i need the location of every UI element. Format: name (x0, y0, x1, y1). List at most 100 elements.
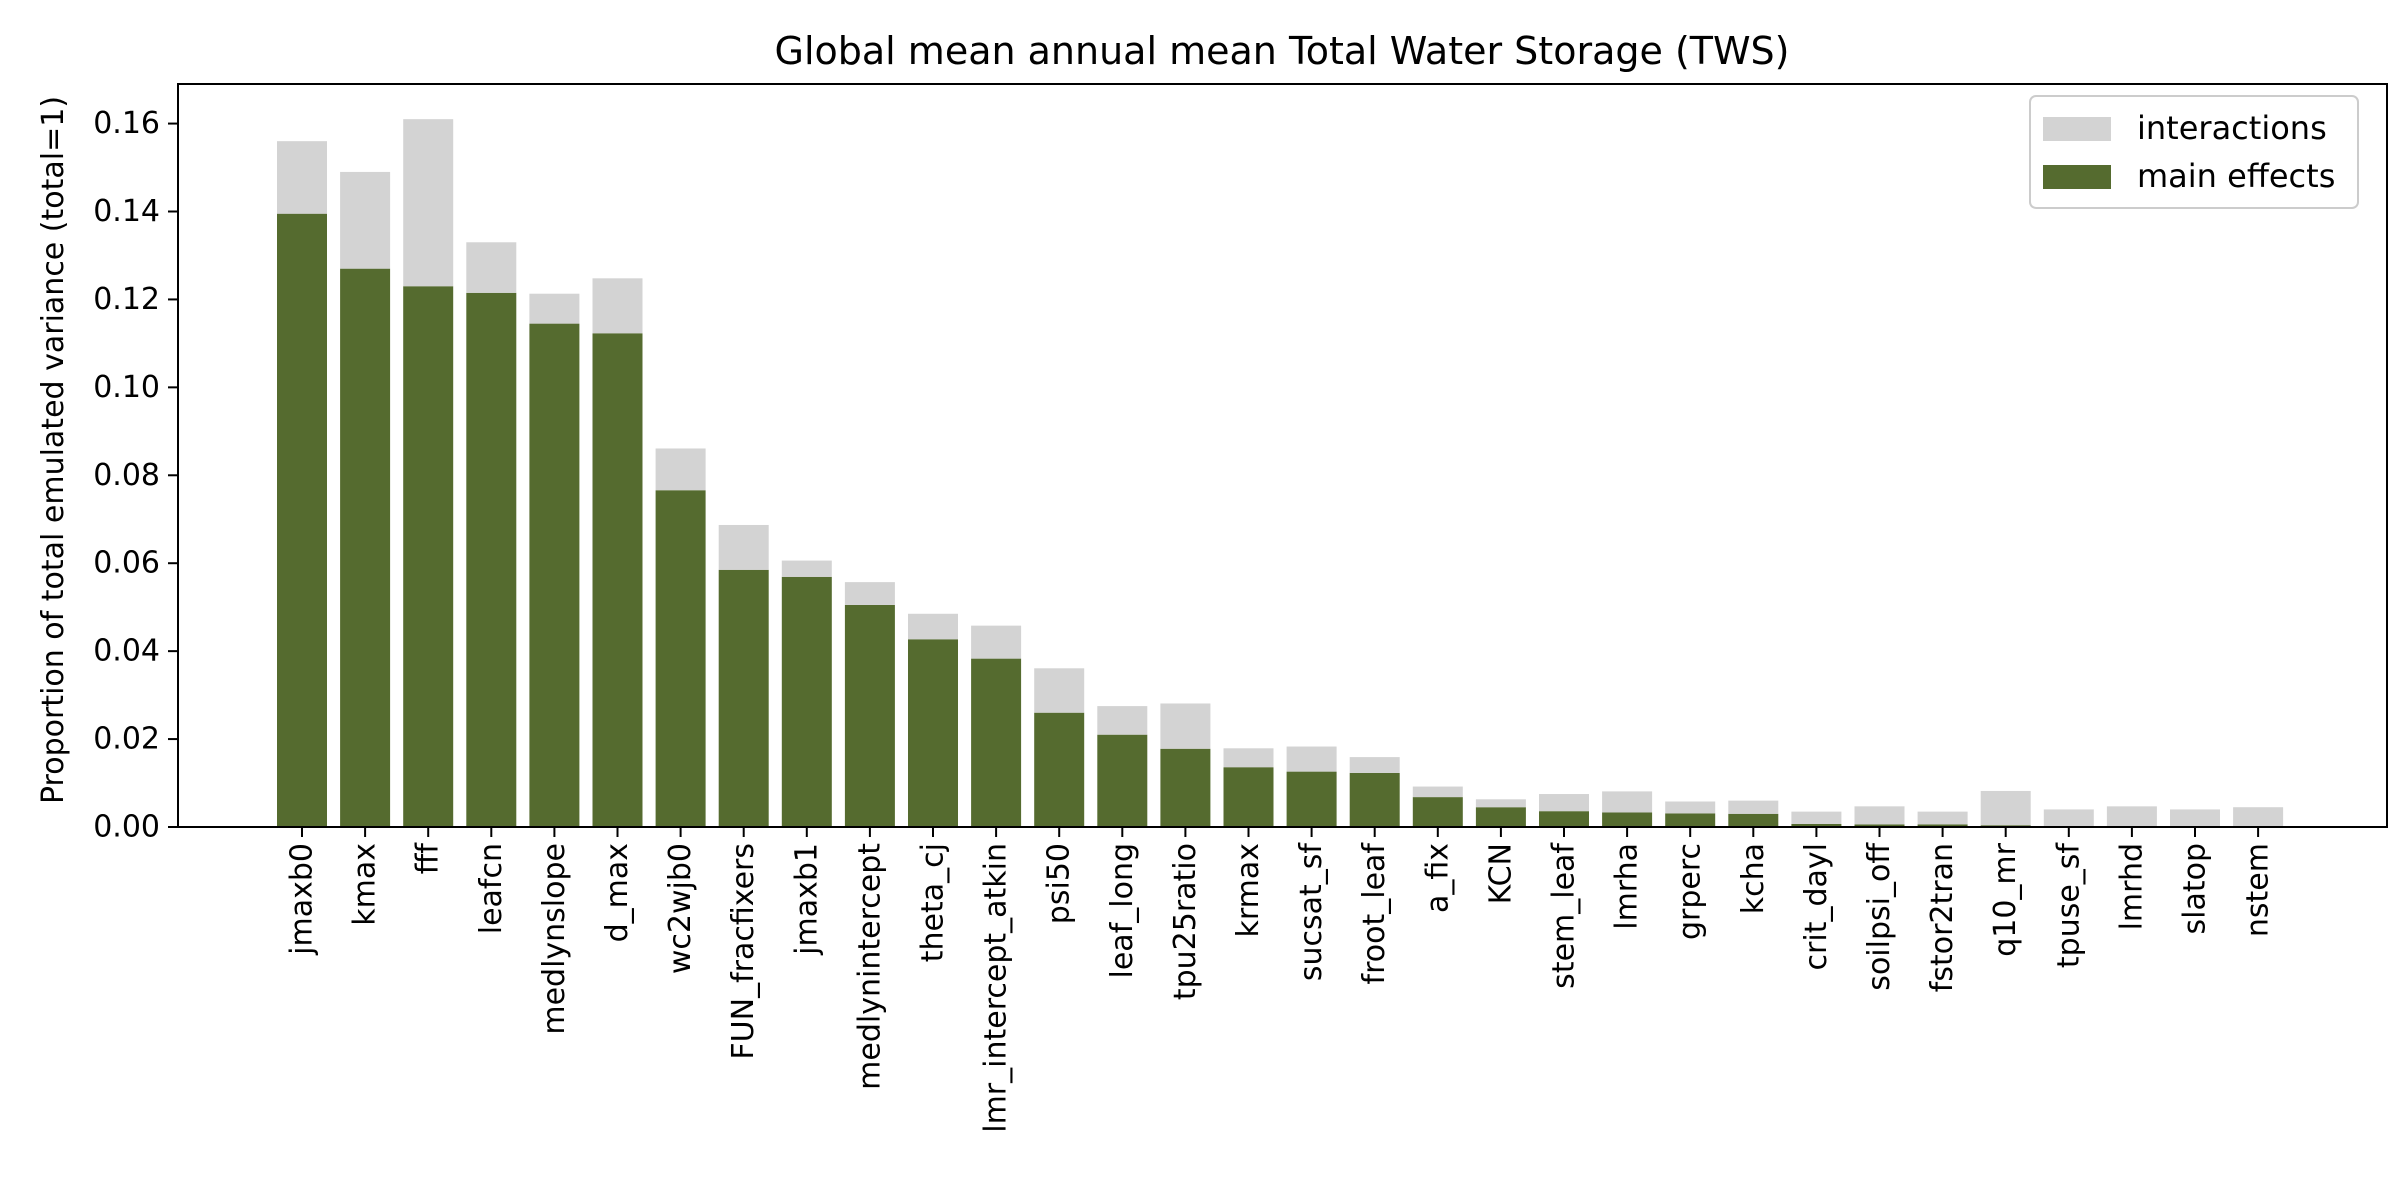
x-tick-label-grperc: grperc (1673, 843, 1708, 940)
bar-interactions-fun-fracfixers (718, 524, 769, 570)
bar-interactions-froot-leaf (1349, 757, 1400, 773)
y-tick-label-3: 0.06 (93, 546, 160, 581)
x-tick-label-leaf-long: leaf_long (1105, 843, 1140, 978)
x-tick-label-wc2wjb0: wc2wjb0 (663, 843, 698, 974)
bar-main-effects-sucsat-sf (1286, 771, 1337, 827)
bar-interactions-kmax (340, 171, 391, 269)
x-tick-label-jmaxb1: jmaxb1 (789, 843, 824, 956)
bars-group (277, 119, 2284, 828)
bar-main-effects-fff (403, 286, 454, 827)
bar-interactions-nstem (2233, 807, 2284, 827)
bar-main-effects-psi50 (1034, 712, 1085, 827)
bar-interactions-medlynslope (529, 293, 580, 324)
x-tick-label-leafcn: leafcn (474, 843, 509, 934)
x-tick-label-medlynslope: medlynslope (537, 843, 572, 1035)
y-tick-label-7: 0.14 (93, 194, 160, 229)
bar-main-effects-froot-leaf (1349, 772, 1400, 827)
x-tick-label-psi50: psi50 (1042, 843, 1077, 924)
bar-main-effects-fstor2tran (1917, 824, 1968, 827)
legend-box (2029, 95, 2359, 209)
bar-interactions-leafcn (466, 242, 517, 293)
bar-main-effects-medlynintercept (844, 604, 895, 827)
x-tick-label-lmrhd: lmrhd (2114, 843, 2149, 930)
bar-interactions-tpu25ratio (1160, 703, 1211, 749)
bar-main-effects-leaf-long (1097, 734, 1148, 827)
bar-interactions-slatop (2170, 809, 2220, 827)
bar-interactions-leaf-long (1097, 706, 1148, 735)
bar-interactions-jmaxb0 (277, 141, 327, 214)
bar-interactions-stem-leaf (1539, 794, 1589, 812)
bar-interactions-lmrha (1602, 791, 1653, 813)
bar-main-effects-crit-dayl (1791, 823, 1842, 827)
bar-interactions-lmr-intercept-atkin (971, 625, 1022, 659)
x-tick-label-sucsat-sf: sucsat_sf (1294, 842, 1329, 982)
x-axis-ticks: jmaxb0 kmax fff leafcn medlynslope d_max wc2wj… (285, 827, 2276, 1133)
y-tick-label-6: 0.12 (93, 282, 160, 317)
bar-interactions-kcha (1728, 800, 1779, 814)
x-tick-label-froot-leaf: froot_leaf (1357, 842, 1392, 985)
y-tick-label-2: 0.04 (93, 634, 160, 669)
x-tick-label-kcn: KCN (1483, 843, 1518, 904)
x-tick-label-q10-mr: q10_mr (1988, 842, 2023, 956)
chart-title: Global mean annual mean Total Water Stor… (775, 29, 1790, 73)
bar-interactions-fff (403, 119, 454, 287)
x-tick-label-fun-fracfixers: FUN_fracfixers (726, 843, 761, 1060)
legend-swatch-interactions (2043, 117, 2111, 141)
x-tick-label-kcha: kcha (1736, 843, 1771, 914)
bar-interactions-sucsat-sf (1286, 746, 1337, 772)
legend-swatch-main-effects (2043, 165, 2111, 189)
bar-interactions-kcn (1475, 799, 1526, 808)
bar-interactions-d-max (592, 278, 643, 334)
bar-main-effects-lmrha (1602, 812, 1653, 827)
x-tick-label-kmax: kmax (348, 843, 383, 926)
bar-main-effects-grperc (1665, 813, 1716, 827)
y-tick-label-4: 0.08 (93, 458, 160, 493)
x-tick-label-crit-dayl: crit_dayl (1799, 843, 1834, 970)
bar-interactions-grperc (1665, 801, 1716, 814)
x-tick-label-tpu25ratio: tpu25ratio (1168, 843, 1203, 1000)
bar-main-effects-lmr-intercept-atkin (971, 658, 1022, 827)
bar-main-effects-kmax (340, 268, 391, 827)
bar-main-effects-tpu25ratio (1160, 748, 1211, 827)
x-tick-label-nstem: nstem (2241, 843, 2276, 937)
bar-main-effects-stem-leaf (1539, 811, 1589, 827)
y-tick-label-5: 0.10 (93, 370, 160, 405)
x-tick-label-a-fix: a_fix (1420, 843, 1455, 913)
x-tick-label-lmr-intercept-atkin: lmr_intercept_atkin (979, 843, 1014, 1133)
plot-area-frame (177, 83, 2388, 828)
bar-main-effects-jmaxb0 (277, 213, 327, 828)
y-tick-label-1: 0.02 (93, 722, 160, 757)
bar-interactions-tpuse-sf (2043, 809, 2094, 827)
bar-main-effects-theta-cj (908, 639, 958, 827)
bar-main-effects-medlynslope (529, 323, 580, 827)
x-tick-label-lmrha: lmrha (1610, 843, 1645, 930)
bar-interactions-soilpsi-off (1854, 806, 1905, 825)
bar-interactions-jmaxb1 (781, 560, 832, 577)
bar-interactions-krmax (1223, 748, 1274, 768)
bar-main-effects-leafcn (466, 292, 517, 827)
x-tick-label-tpuse-sf: tpuse_sf (2051, 842, 2086, 969)
x-tick-label-slatop: slatop (2178, 843, 2213, 935)
x-tick-label-jmaxb0: jmaxb0 (285, 843, 320, 956)
y-tick-label-0: 0.00 (93, 810, 160, 845)
legend-label-interactions: interactions (2137, 109, 2327, 147)
legend: interactions main effects (2029, 95, 2359, 209)
x-tick-label-fff: fff (411, 842, 446, 875)
x-tick-label-d-max: d_max (600, 843, 635, 942)
y-axis-label: Proportion of total emulated variance (t… (36, 96, 71, 804)
x-tick-label-fstor2tran: fstor2tran (1925, 843, 1960, 992)
bar-main-effects-krmax (1223, 767, 1274, 827)
bar-interactions-psi50 (1034, 668, 1085, 713)
x-tick-label-stem-leaf: stem_leaf (1547, 842, 1582, 989)
bar-main-effects-kcha (1728, 813, 1779, 827)
bar-main-effects-d-max (592, 333, 643, 827)
bar-interactions-q10-mr (1980, 790, 2031, 826)
y-tick-label-8: 0.16 (93, 106, 160, 141)
bar-main-effects-soilpsi-off (1854, 824, 1905, 827)
bar-main-effects-jmaxb1 (781, 576, 832, 827)
x-tick-label-medlynintercept: medlynintercept (852, 843, 887, 1090)
bar-interactions-a-fix (1412, 786, 1463, 798)
bar-main-effects-fun-fracfixers (718, 569, 769, 827)
x-tick-label-soilpsi-off: soilpsi_off (1862, 842, 1897, 991)
